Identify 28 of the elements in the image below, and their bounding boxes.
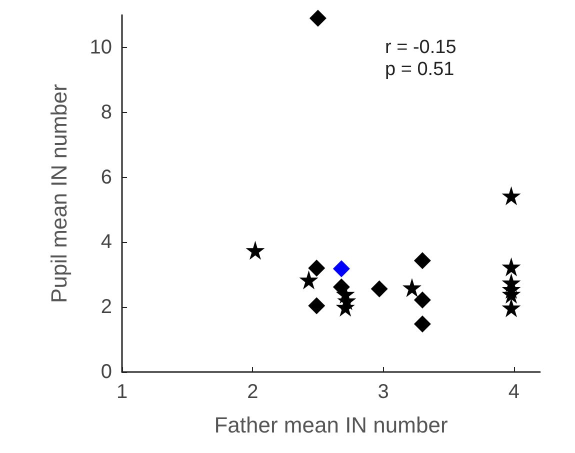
y-tick-label: 2 — [100, 296, 112, 318]
point — [309, 10, 326, 27]
point — [299, 270, 318, 290]
point — [502, 298, 521, 318]
point — [414, 252, 431, 270]
y-tick-label: 10 — [90, 36, 112, 58]
point — [308, 297, 326, 314]
y-tick-label: 0 — [100, 361, 112, 383]
x-tick-label: 1 — [116, 381, 128, 403]
annotation: p = 0.51 — [385, 59, 454, 80]
point — [414, 315, 431, 332]
y-axis-title: Pupil mean IN number — [46, 84, 72, 303]
point — [332, 260, 350, 278]
y-tick-label: 4 — [100, 231, 112, 254]
x-tick-label: 4 — [508, 381, 520, 403]
point — [246, 240, 265, 260]
point — [402, 278, 422, 298]
point — [502, 186, 521, 206]
x-tick-label: 2 — [247, 381, 258, 403]
point — [308, 260, 326, 277]
point — [502, 257, 521, 276]
x-axis-title: Father mean IN number — [214, 412, 448, 438]
y-tick-label: 8 — [100, 101, 112, 124]
annotation: r = -0.15 — [385, 37, 456, 58]
point — [414, 291, 431, 308]
y-tick-label: 6 — [100, 166, 112, 188]
point — [370, 280, 388, 298]
x-tick-label: 3 — [378, 381, 389, 403]
